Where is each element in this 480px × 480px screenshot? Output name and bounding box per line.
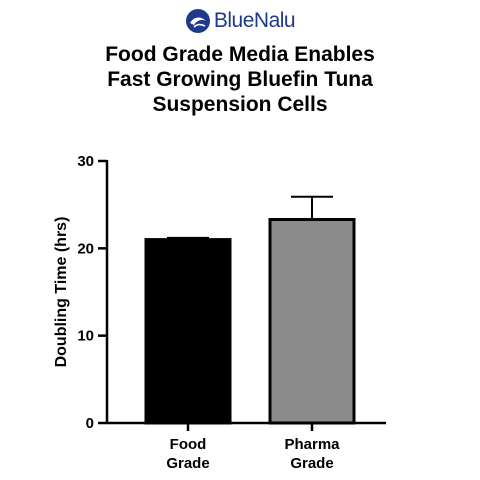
x-tick-label: Grade [166, 455, 209, 472]
logo: BlueNalu [0, 4, 480, 38]
bar [268, 218, 356, 425]
y-axis-label: Doubling Time (hrs) [53, 217, 70, 368]
chart-title: Food Grade Media Enables Fast Growing Bl… [40, 42, 440, 117]
chart-title-line: Food Grade Media Enables [105, 43, 375, 66]
y-tick-label: 0 [86, 415, 94, 432]
logo-text: BlueNalu [213, 9, 296, 32]
bar [144, 238, 232, 425]
y-tick-label: 10 [77, 328, 94, 345]
chart-title-line: Fast Growing Bluefin Tuna [107, 68, 373, 91]
y-tick-label: 20 [77, 240, 94, 257]
y-tick-label: 30 [77, 153, 94, 170]
x-tick-label: Pharma [284, 436, 340, 453]
chart-title-line: Suspension Cells [152, 93, 328, 116]
x-tick-label: Food [170, 436, 207, 453]
bluenalu-fish-logo-icon [185, 9, 210, 33]
x-tick-label: Grade [290, 455, 333, 472]
